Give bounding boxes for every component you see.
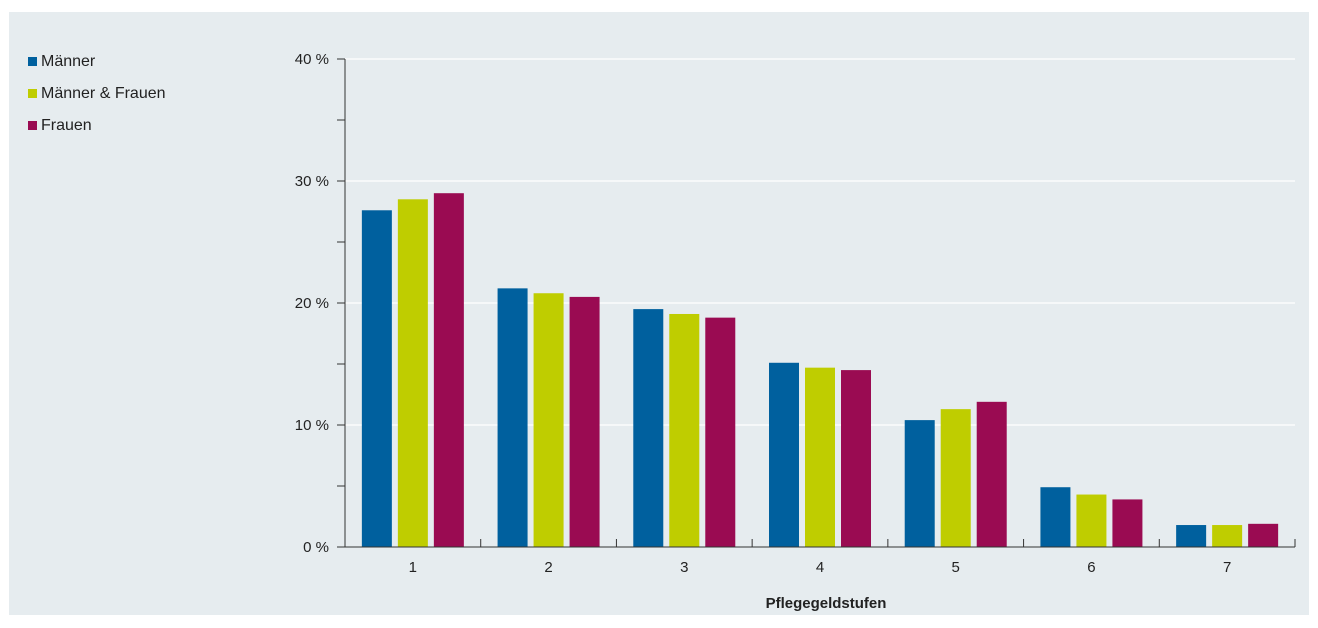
legend-label-maenner-frauen: Männer & Frauen	[41, 84, 166, 102]
bar-6-1	[1040, 487, 1071, 547]
bar-1-2	[397, 199, 428, 548]
x-tick-label: 5	[952, 559, 960, 576]
bar-4-2	[805, 367, 835, 547]
y-tick-label: 10 %	[295, 417, 329, 434]
legend-label-maenner: Männer	[41, 52, 96, 70]
bar-2-3	[569, 296, 600, 547]
y-tick-label: 30 %	[295, 173, 329, 190]
y-tick-label: 0 %	[303, 539, 329, 556]
legend-swatch-maenner	[28, 57, 37, 66]
bar-5-1	[904, 420, 935, 547]
bar-3-1	[633, 309, 664, 547]
legend-item-maenner: Männer	[28, 50, 166, 73]
bar-6-2	[1076, 494, 1107, 547]
bar-7-3	[1248, 523, 1279, 547]
legend: Männer Männer & Frauen Frauen	[28, 50, 166, 146]
x-axis: 1 2 3 4 5 6 7	[345, 539, 1296, 576]
legend-item-maenner-frauen: Männer & Frauen	[28, 82, 166, 105]
x-tick-label: 1	[409, 559, 417, 576]
legend-swatch-maenner-frauen	[28, 89, 37, 98]
x-axis-title: Pflegegeldstufen	[766, 595, 887, 612]
bar-2-2	[533, 293, 564, 547]
bar-5-2	[940, 409, 971, 547]
legend-swatch-frauen	[28, 121, 37, 130]
y-axis: 0 % 10 % 20 % 30 % 40 %	[295, 51, 346, 556]
x-tick-label: 2	[544, 559, 552, 576]
bar-7-1	[1176, 525, 1207, 547]
x-tick-label: 3	[680, 559, 688, 576]
bar-7-2	[1212, 525, 1243, 547]
bar-2-1	[497, 288, 528, 547]
x-tick-label: 7	[1223, 559, 1231, 576]
bar-3-3	[705, 317, 736, 547]
bar-5-3	[976, 401, 1007, 547]
bar-6-3	[1112, 499, 1143, 547]
bar-4-1	[769, 362, 799, 547]
bar-4-3	[841, 370, 871, 547]
bar-1-3	[433, 193, 464, 547]
bar-3-2	[669, 313, 700, 547]
x-tick-label: 4	[816, 559, 824, 576]
bar-1-1	[361, 210, 392, 547]
legend-label-frauen: Frauen	[41, 116, 92, 134]
y-tick-label: 40 %	[295, 51, 329, 68]
y-tick-label: 20 %	[295, 295, 329, 312]
bars	[361, 193, 1279, 548]
legend-item-frauen: Frauen	[28, 114, 166, 137]
x-tick-label: 6	[1087, 559, 1095, 576]
